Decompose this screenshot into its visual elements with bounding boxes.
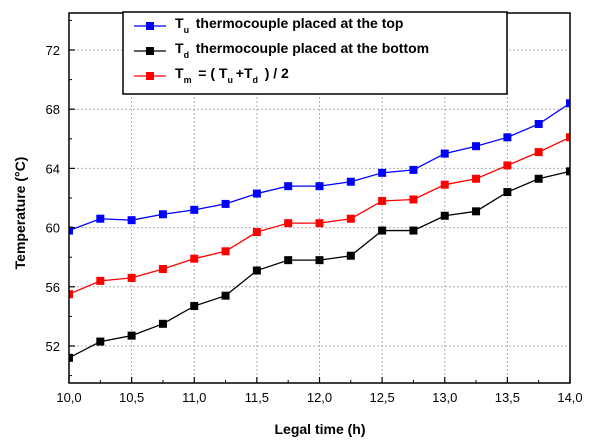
data-point (440, 180, 449, 189)
data-point (252, 189, 261, 198)
data-point (566, 99, 570, 108)
data-point (158, 265, 167, 274)
legend-marker (146, 72, 154, 80)
data-point (409, 226, 418, 235)
data-point (440, 211, 449, 220)
data-point (69, 353, 73, 362)
legend-label: Tm = ( Tu +Td ) / 2 (175, 65, 289, 85)
data-point (346, 214, 355, 223)
y-tick-label: 72 (46, 43, 60, 58)
series-layer (69, 99, 570, 362)
ticks (68, 19, 571, 383)
data-point (378, 226, 387, 235)
data-point (472, 207, 481, 216)
data-point (284, 182, 293, 191)
data-point (534, 148, 543, 157)
data-point (284, 219, 293, 228)
legend-entry: Tu thermocouple placed at the top (134, 15, 403, 35)
data-point (190, 302, 199, 311)
x-tick-label: 11,5 (245, 390, 269, 405)
legend-marker (146, 22, 154, 30)
data-point (315, 256, 324, 265)
data-point (409, 195, 418, 204)
data-point (69, 226, 73, 235)
data-point (472, 174, 481, 183)
x-tick-label: 10,5 (119, 390, 144, 405)
legend-label: Td thermocouple placed at the bottom (175, 40, 429, 60)
data-point (472, 142, 481, 151)
data-point (378, 168, 387, 177)
y-tick-label: 64 (46, 161, 60, 176)
y-tick-labels: 52 56 60 64 68 72 (46, 43, 60, 354)
x-axis-title: Legal time (h) (274, 421, 365, 437)
data-point (252, 228, 261, 237)
data-point (221, 247, 230, 256)
data-point (96, 276, 105, 285)
data-point (284, 256, 293, 265)
data-point (566, 133, 570, 142)
data-point (534, 120, 543, 128)
legend: Tu thermocouple placed at the top Td ther… (122, 11, 508, 95)
x-tick-label: 12,5 (369, 390, 394, 405)
x-tick-label: 14,0 (557, 390, 582, 405)
x-tick-label: 13,0 (432, 390, 457, 405)
data-point (221, 199, 230, 208)
data-point (96, 337, 105, 346)
data-point (503, 133, 512, 142)
data-point (221, 291, 230, 300)
data-point (315, 219, 324, 228)
data-point (158, 319, 167, 328)
data-point (503, 161, 512, 170)
series-u (69, 99, 570, 235)
legend-entry: Td thermocouple placed at the bottom (134, 40, 429, 60)
data-point (69, 290, 73, 299)
series-m (69, 133, 570, 299)
data-point (503, 188, 512, 197)
y-axis-title: Temperature (°C) (12, 157, 28, 270)
series-d (69, 167, 570, 362)
y-tick-label: 60 (46, 221, 60, 236)
x-tick-label: 13,5 (495, 390, 520, 405)
data-point (127, 273, 136, 282)
data-point (127, 216, 136, 225)
data-point (566, 167, 570, 176)
legend-entry: Tm = ( Tu +Td ) / 2 (134, 65, 289, 85)
data-point (96, 214, 105, 223)
data-point (190, 254, 199, 263)
data-point (534, 174, 543, 183)
legend-marker (146, 47, 154, 55)
x-tick-labels: 10,0 10,5 11,0 11,5 12,0 12,5 13,0 13,5 14,0 (56, 390, 582, 405)
data-point (158, 210, 167, 219)
data-point (346, 251, 355, 260)
data-point (190, 205, 199, 214)
x-tick-label: 12,0 (307, 390, 332, 405)
data-point (378, 196, 387, 205)
x-tick-label: 10,0 (56, 390, 81, 405)
data-point (346, 177, 355, 186)
x-tick-label: 11,0 (182, 390, 206, 405)
y-tick-label: 68 (46, 102, 60, 117)
legend-label: Tu thermocouple placed at the top (175, 15, 403, 35)
data-point (440, 149, 449, 158)
data-point (409, 165, 418, 174)
data-point (252, 266, 261, 275)
y-tick-label: 56 (46, 280, 60, 295)
data-point (127, 331, 136, 340)
y-tick-label: 52 (46, 339, 60, 354)
legend-box (122, 11, 508, 95)
data-point (315, 182, 324, 191)
